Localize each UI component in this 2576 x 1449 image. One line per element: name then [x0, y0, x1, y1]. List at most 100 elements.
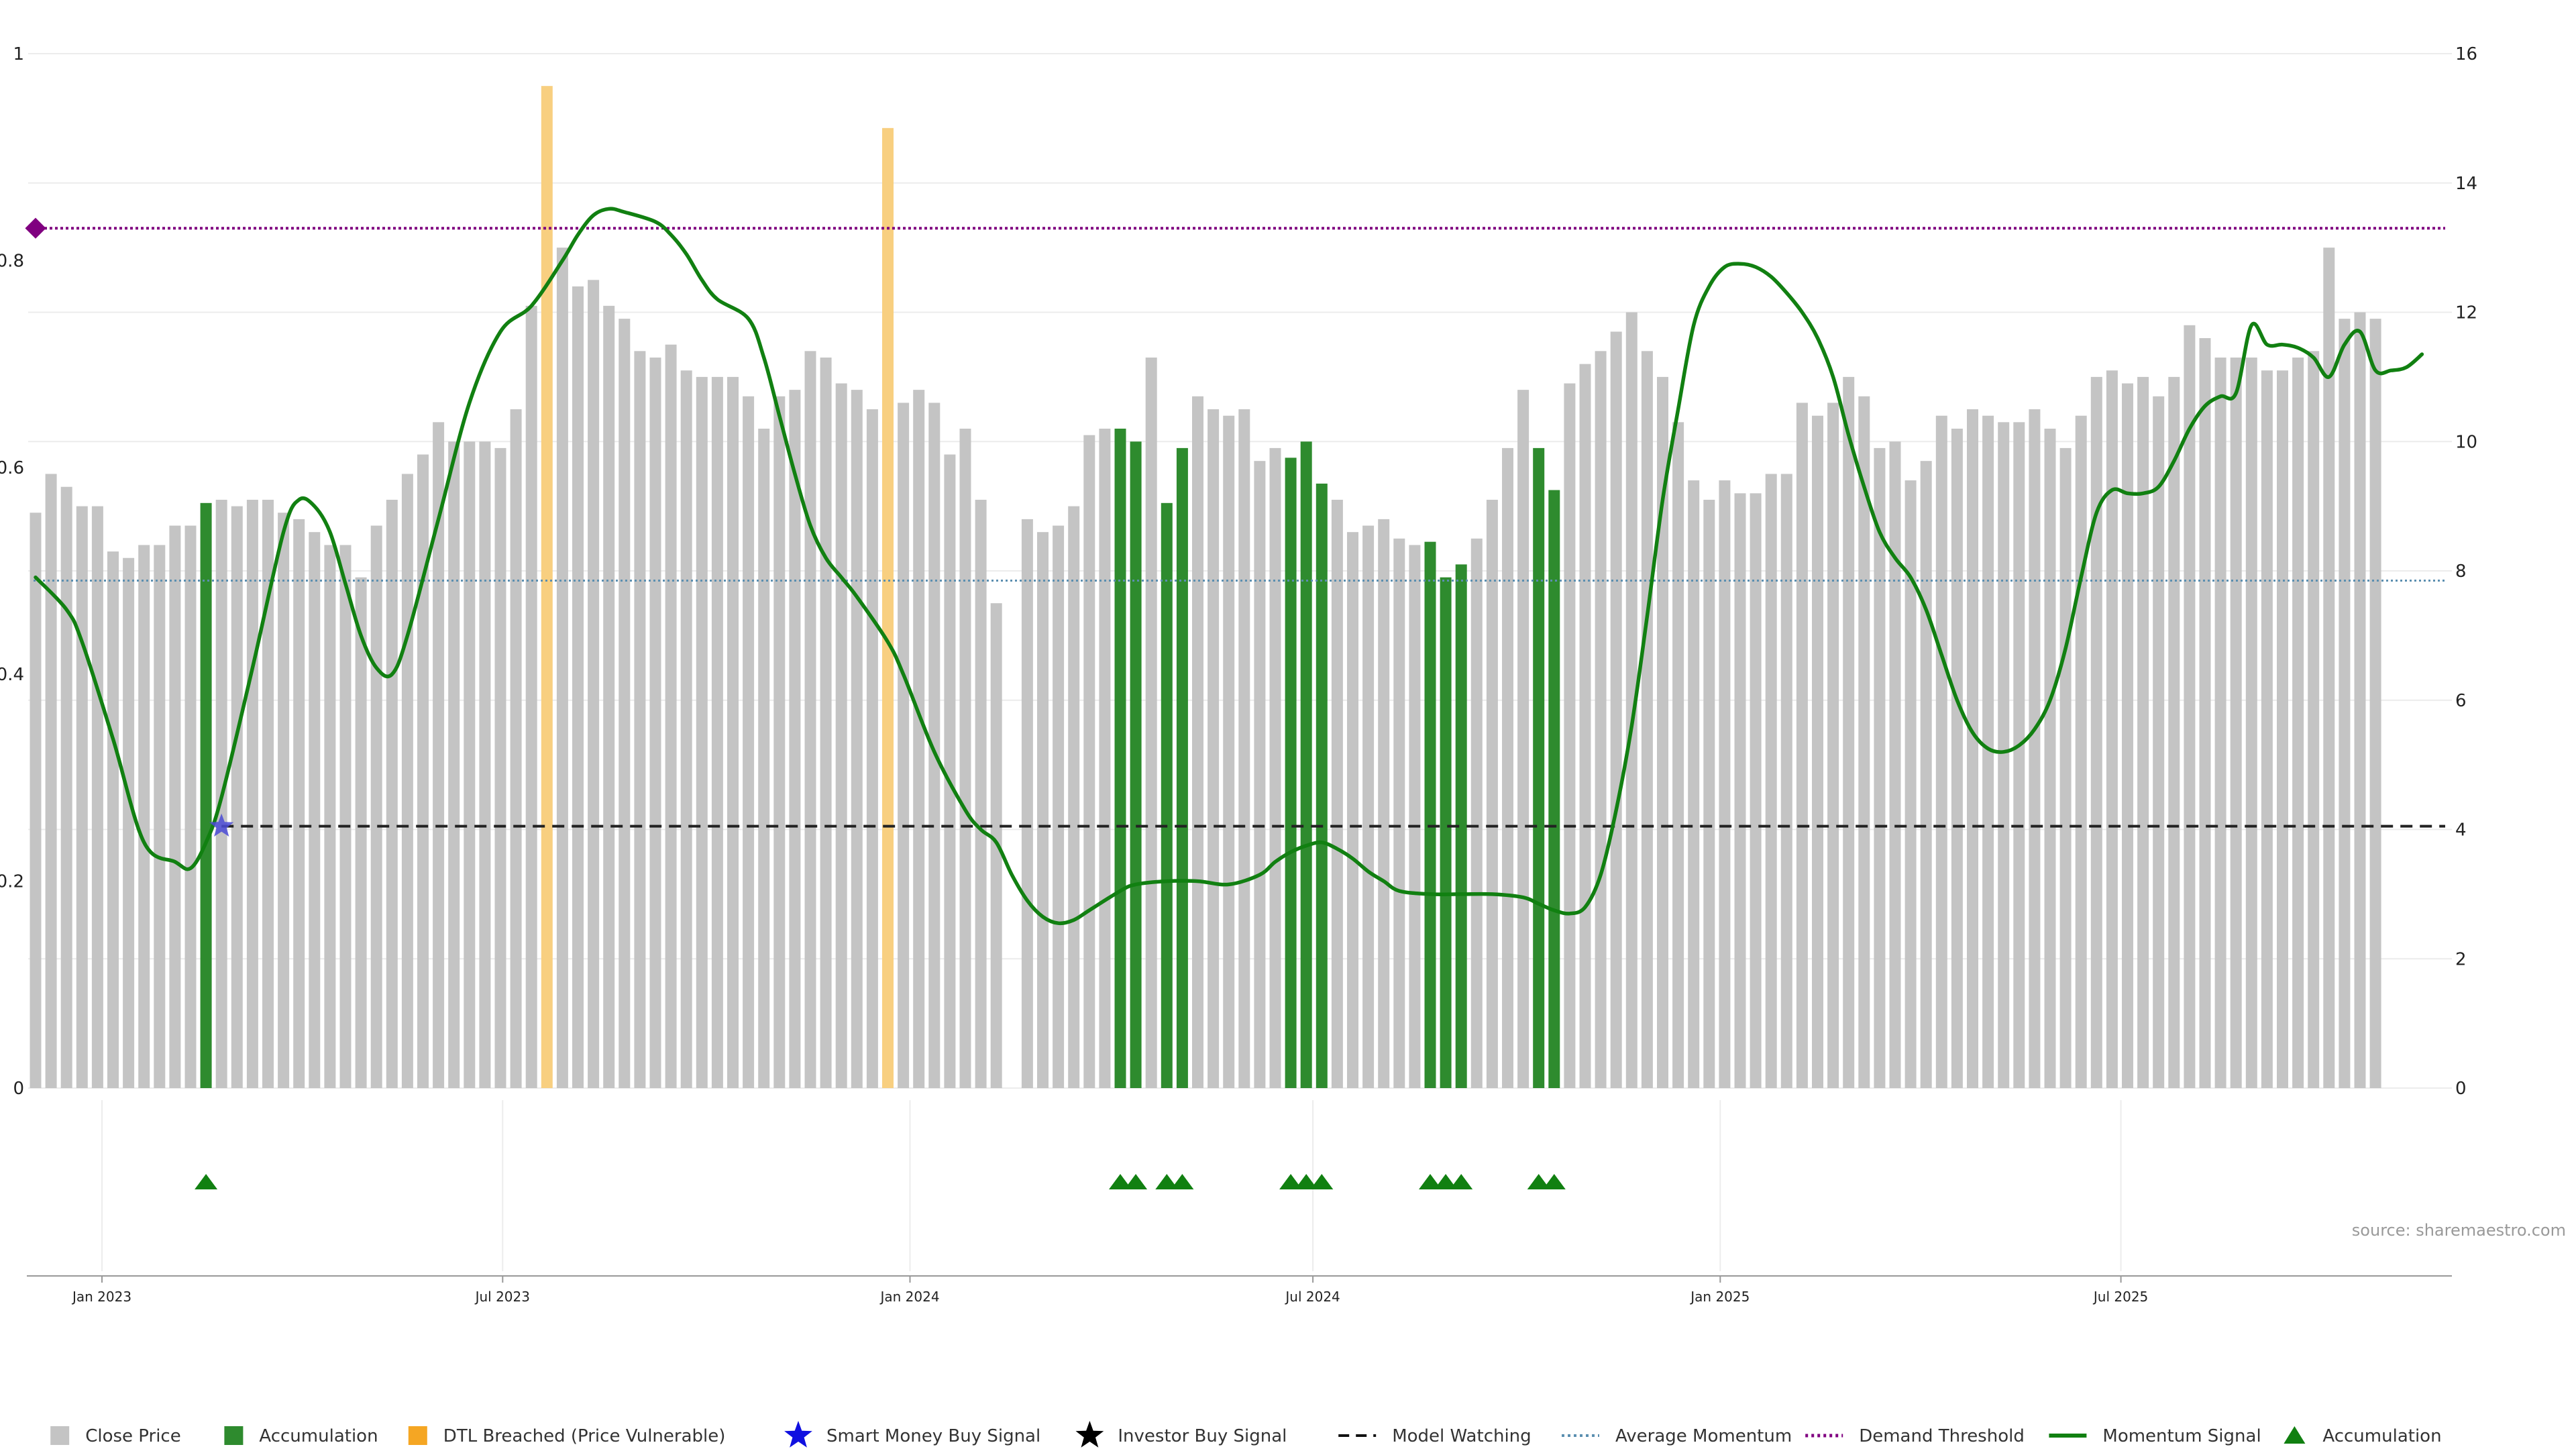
close-price-bar: [370, 525, 382, 1088]
close-price-bar: [1812, 415, 1823, 1088]
close-price-bar: [649, 357, 661, 1088]
close-price-bar: [1579, 364, 1591, 1088]
close-price-bar: [634, 351, 646, 1089]
accumulation-bar: [1161, 502, 1173, 1088]
close-price-bar: [278, 513, 290, 1088]
accumulation-marker: [1124, 1174, 1148, 1189]
close-price-bar: [1734, 493, 1746, 1088]
close-price-bar: [1982, 415, 1994, 1088]
close-price-bar: [448, 441, 460, 1088]
close-price-bar: [2292, 357, 2304, 1088]
accumulation-marker: [1419, 1174, 1442, 1189]
close-price-bar: [928, 402, 941, 1088]
close-price-bar: [1145, 357, 1157, 1088]
close-price-bar: [2214, 357, 2226, 1088]
close-price-bar: [913, 390, 925, 1088]
close-price-bar: [1688, 480, 1700, 1088]
close-price-bar: [1269, 447, 1281, 1088]
close-price-bar: [1099, 428, 1111, 1088]
y-right-tick-label: 4: [2455, 820, 2467, 841]
close-price-bar: [851, 390, 863, 1088]
y-left-tick-label: 0: [13, 1079, 24, 1099]
legend-symbol-dtl: [408, 1426, 427, 1445]
close-price-bar: [1595, 351, 1607, 1089]
close-price-bar: [1208, 409, 1220, 1088]
y-right-tick-label: 8: [2455, 561, 2467, 582]
accumulation-bar: [1114, 428, 1126, 1088]
accumulation-marker: [1109, 1174, 1132, 1189]
y-right-tick-label: 16: [2455, 44, 2477, 64]
y-right-tick-label: 12: [2455, 303, 2477, 323]
close-price-bar: [1672, 422, 1684, 1088]
close-price-bar: [433, 422, 445, 1088]
accumulation-bar: [1316, 483, 1328, 1088]
close-price-bar: [727, 376, 739, 1088]
accumulation-bar: [1440, 577, 1452, 1088]
x-axis-tick-label: Jan 2025: [1689, 1289, 1750, 1305]
legend-label-momentum: Momentum Signal: [2102, 1426, 2261, 1446]
close-price-bar: [2059, 447, 2072, 1088]
close-price-bar: [1192, 396, 1203, 1088]
close-price-bar: [1750, 493, 1762, 1088]
close-price-bar: [2137, 376, 2149, 1088]
close-price-bar: [2184, 325, 2196, 1088]
close-price-bar: [1967, 409, 1978, 1088]
investor-star-icon: [1075, 1421, 1104, 1448]
close-price-bar: [184, 525, 197, 1088]
close-price-bar: [107, 551, 119, 1088]
close-price-bar: [76, 506, 88, 1088]
y-right-tick-label: 6: [2455, 691, 2467, 711]
legend-symbol-investor: [1075, 1421, 1104, 1448]
close-price-bar: [2153, 396, 2165, 1088]
close-price-bar: [1083, 435, 1095, 1088]
close-price-bar: [959, 428, 971, 1088]
accumulation-marker-swatch: [2284, 1426, 2306, 1444]
y-right-tick-label: 14: [2455, 174, 2477, 194]
accumulation-marker: [195, 1174, 218, 1189]
close-price-bar: [1641, 351, 1653, 1089]
legend-label-close: Close Price: [85, 1426, 181, 1446]
dtl-breached-bar: [541, 86, 553, 1088]
close-price-bar: [386, 499, 398, 1088]
close-price-bar: [1951, 428, 1963, 1088]
close-price-bar: [1703, 499, 1715, 1088]
x-axis-tick-label: Jan 2024: [879, 1289, 939, 1305]
accumulation-bar: [1130, 441, 1142, 1088]
close-price-bar: [1780, 474, 1792, 1088]
y-left-tick-label: 0.2: [0, 872, 24, 892]
accumulation-bar: [1455, 564, 1467, 1088]
x-axis-tick-label: Jul 2023: [474, 1289, 530, 1305]
smart-money-buy-signal-star: [209, 813, 234, 837]
legend-symbol-accum_bar: [224, 1426, 244, 1445]
close-price-bar: [1053, 525, 1065, 1088]
accumulation-marker: [1310, 1174, 1334, 1189]
y-right-tick-label: 2: [2455, 949, 2467, 969]
legend-label-accum_marker: Accumulation: [2322, 1426, 2441, 1446]
close-price-bar: [944, 454, 956, 1088]
close-price-bar: [231, 506, 243, 1088]
close-price-bar: [1037, 532, 1049, 1088]
accumulation-marker: [1527, 1174, 1550, 1189]
momentum-layer: [34, 207, 2424, 926]
close-price-bar: [1393, 538, 1405, 1088]
close-price-bar: [820, 357, 832, 1088]
legend-label-investor: Investor Buy Signal: [1118, 1426, 1287, 1446]
close-price-bar: [2090, 376, 2102, 1088]
close-price-bar: [556, 248, 568, 1088]
demand-threshold-diamond: [25, 217, 46, 239]
close-price-bar: [510, 409, 522, 1088]
x-axis-tick-label: Jan 2023: [71, 1289, 131, 1305]
close-price-bar: [1564, 383, 1576, 1089]
close-price-bar: [2308, 351, 2320, 1089]
close-price-bar: [588, 280, 600, 1088]
dtl-breached-bar: [882, 127, 894, 1088]
legend-label-avg: Average Momentum: [1615, 1426, 1792, 1446]
close-price-bar: [246, 499, 258, 1088]
accumulation-swatch: [224, 1426, 244, 1445]
bar-series: [30, 86, 2381, 1089]
close-price-bar: [2029, 409, 2041, 1088]
legend-label-demand: Demand Threshold: [1859, 1426, 2025, 1446]
close-price-bar: [603, 305, 615, 1088]
close-price-bar: [401, 474, 413, 1088]
